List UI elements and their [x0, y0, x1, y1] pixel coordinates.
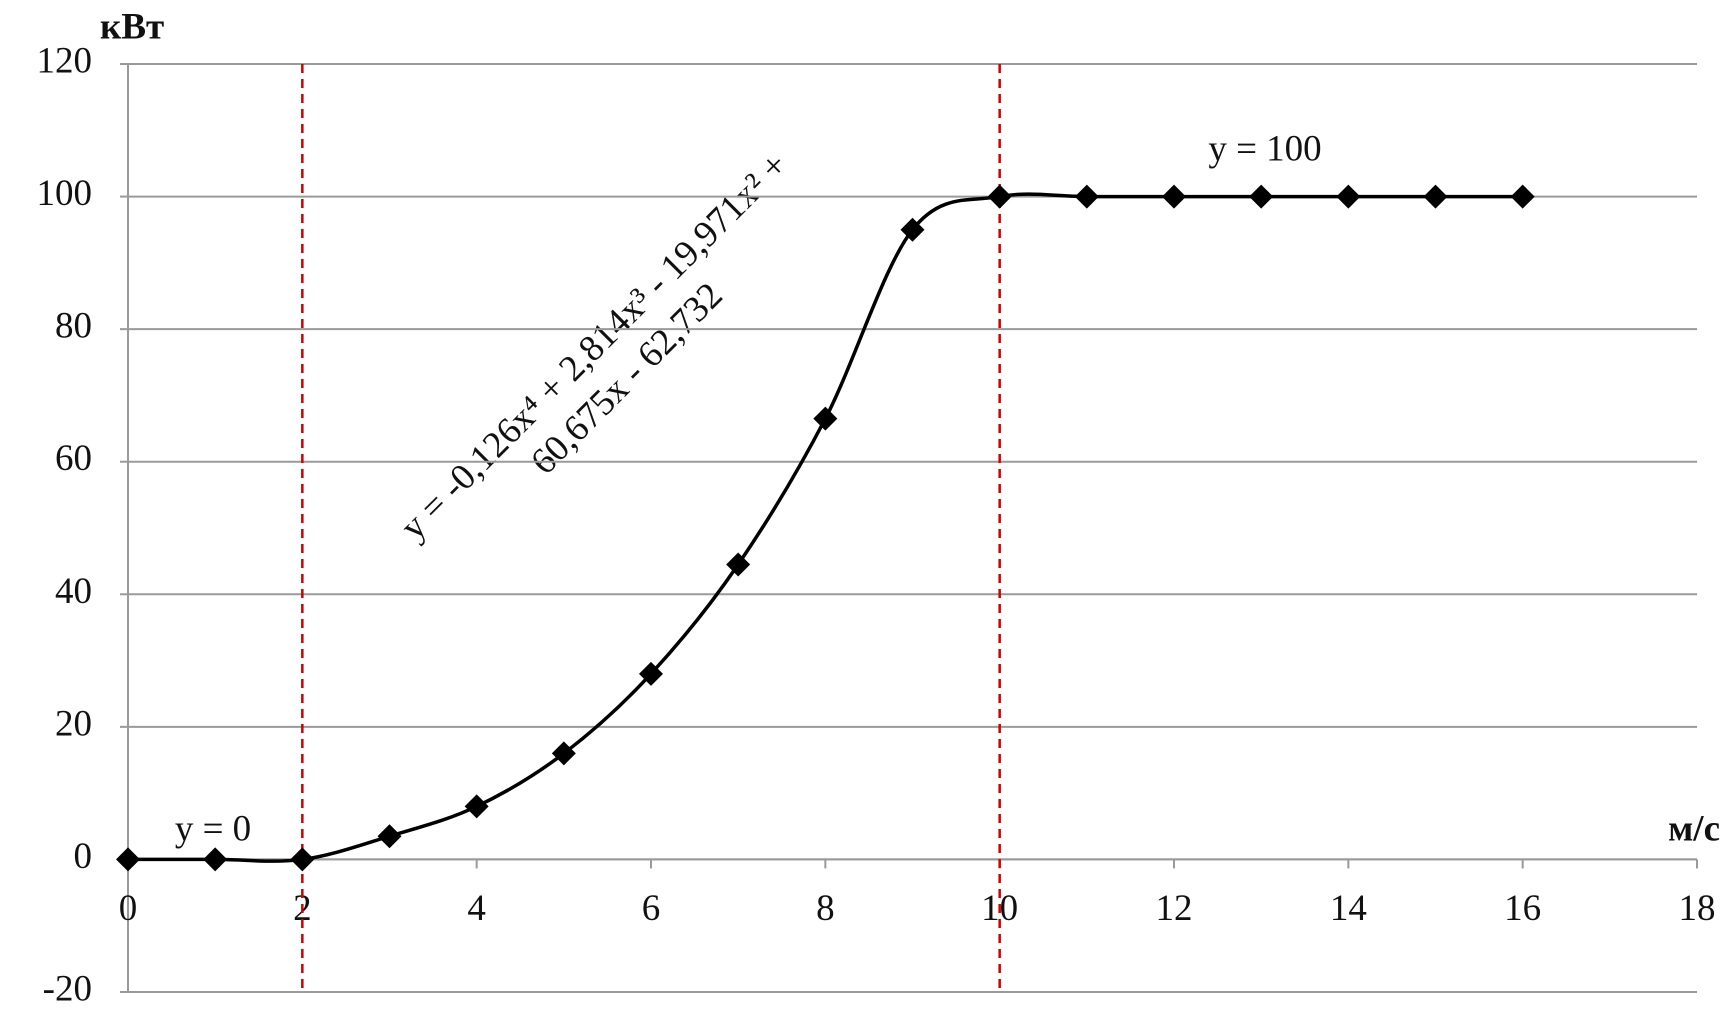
- y-tick-label: 60: [55, 438, 92, 479]
- marker: [1336, 184, 1361, 209]
- annotation: y = 0: [175, 808, 251, 849]
- x-tick-label: 16: [1504, 888, 1541, 929]
- marker: [116, 847, 140, 872]
- marker: [1423, 184, 1448, 209]
- marker: [290, 847, 315, 872]
- annotation: y = 100: [1208, 128, 1321, 169]
- equation: y = -0,126x⁴ + 2,814x³ - 19,971x² + 60,6…: [393, 145, 796, 548]
- plot: -20020406080100120024681012141618: [37, 40, 1716, 1009]
- y-tick-label: 100: [37, 173, 93, 214]
- x-tick-label: 6: [642, 888, 661, 929]
- x-tick-label: 0: [119, 888, 138, 929]
- marker: [900, 217, 925, 242]
- x-tick-label: 18: [1679, 888, 1716, 929]
- x-unit: м/с: [1668, 808, 1720, 849]
- y-tick-label: 120: [37, 40, 93, 81]
- y-tick-label: 40: [55, 571, 92, 612]
- marker: [1074, 184, 1099, 209]
- marker: [377, 824, 402, 849]
- marker: [464, 794, 489, 819]
- trend-line: [128, 192, 1523, 863]
- marker: [1162, 184, 1186, 209]
- x-tick-label: 4: [467, 888, 486, 929]
- marker: [551, 741, 576, 766]
- marker: [1510, 184, 1535, 209]
- marker: [726, 552, 751, 577]
- annotation: y = -0,126x⁴ + 2,814x³ - 19,971x² +: [393, 145, 796, 548]
- x-tick-label: 8: [816, 888, 835, 929]
- y-tick-label: 20: [55, 703, 92, 744]
- y-tick-label: 80: [55, 306, 92, 347]
- marker: [639, 661, 663, 686]
- x-tick-label: 14: [1330, 888, 1367, 929]
- y-unit: кВт: [100, 6, 164, 47]
- x-tick-label: 12: [1156, 888, 1193, 929]
- marker: [987, 184, 1012, 209]
- marker: [813, 406, 838, 431]
- y-tick-label: -20: [43, 968, 92, 1009]
- marker: [203, 847, 228, 872]
- y-tick-label: 0: [74, 836, 93, 877]
- marker: [1249, 184, 1274, 209]
